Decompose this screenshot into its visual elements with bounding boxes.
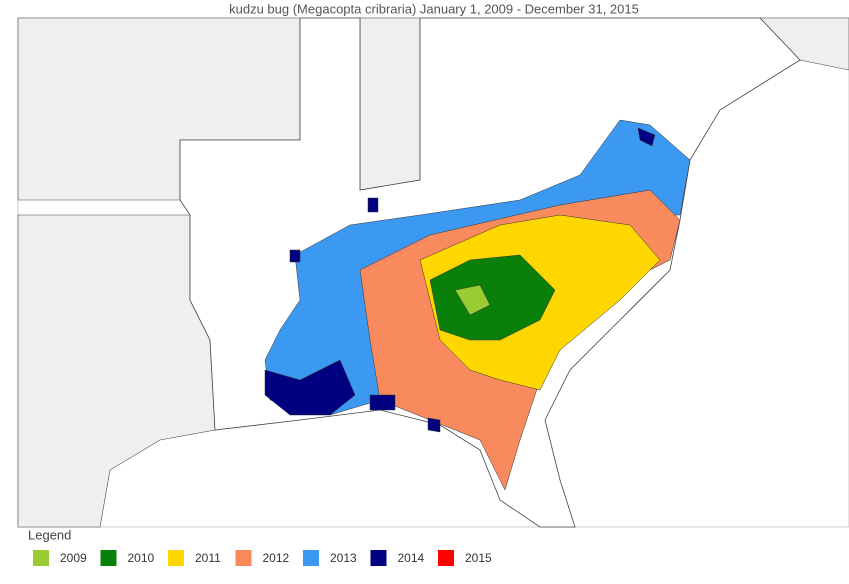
map-title: kudzu bug (Megacopta cribraria) January … [229, 1, 639, 16]
state [359, 17, 421, 191]
legend-label: 2012 [263, 551, 290, 565]
legend-swatch [100, 550, 117, 566]
legend-swatch [370, 550, 387, 566]
legend-swatch [438, 550, 454, 566]
legend-swatch [235, 550, 252, 566]
legend-label: 2014 [398, 551, 425, 565]
legend-swatch [168, 550, 184, 566]
legend-label: 2010 [128, 551, 155, 565]
map [17, 17, 849, 528]
legend-label: 2011 [195, 551, 221, 565]
region [454, 284, 491, 316]
region [427, 417, 441, 433]
legend-swatch [303, 550, 319, 566]
region [369, 394, 396, 411]
regions [264, 119, 691, 491]
region [264, 359, 356, 416]
region [367, 197, 379, 213]
legend-title: Legend [28, 527, 71, 542]
legend: 2009 2010 2011 2012 2013 2014 2015 [33, 550, 492, 566]
legend-label: 2015 [465, 551, 492, 565]
legend-label: 2013 [330, 551, 357, 565]
region [289, 249, 301, 263]
legend-swatch [33, 550, 49, 566]
region [429, 254, 556, 341]
legend-label: 2009 [60, 551, 87, 565]
region [637, 127, 656, 147]
